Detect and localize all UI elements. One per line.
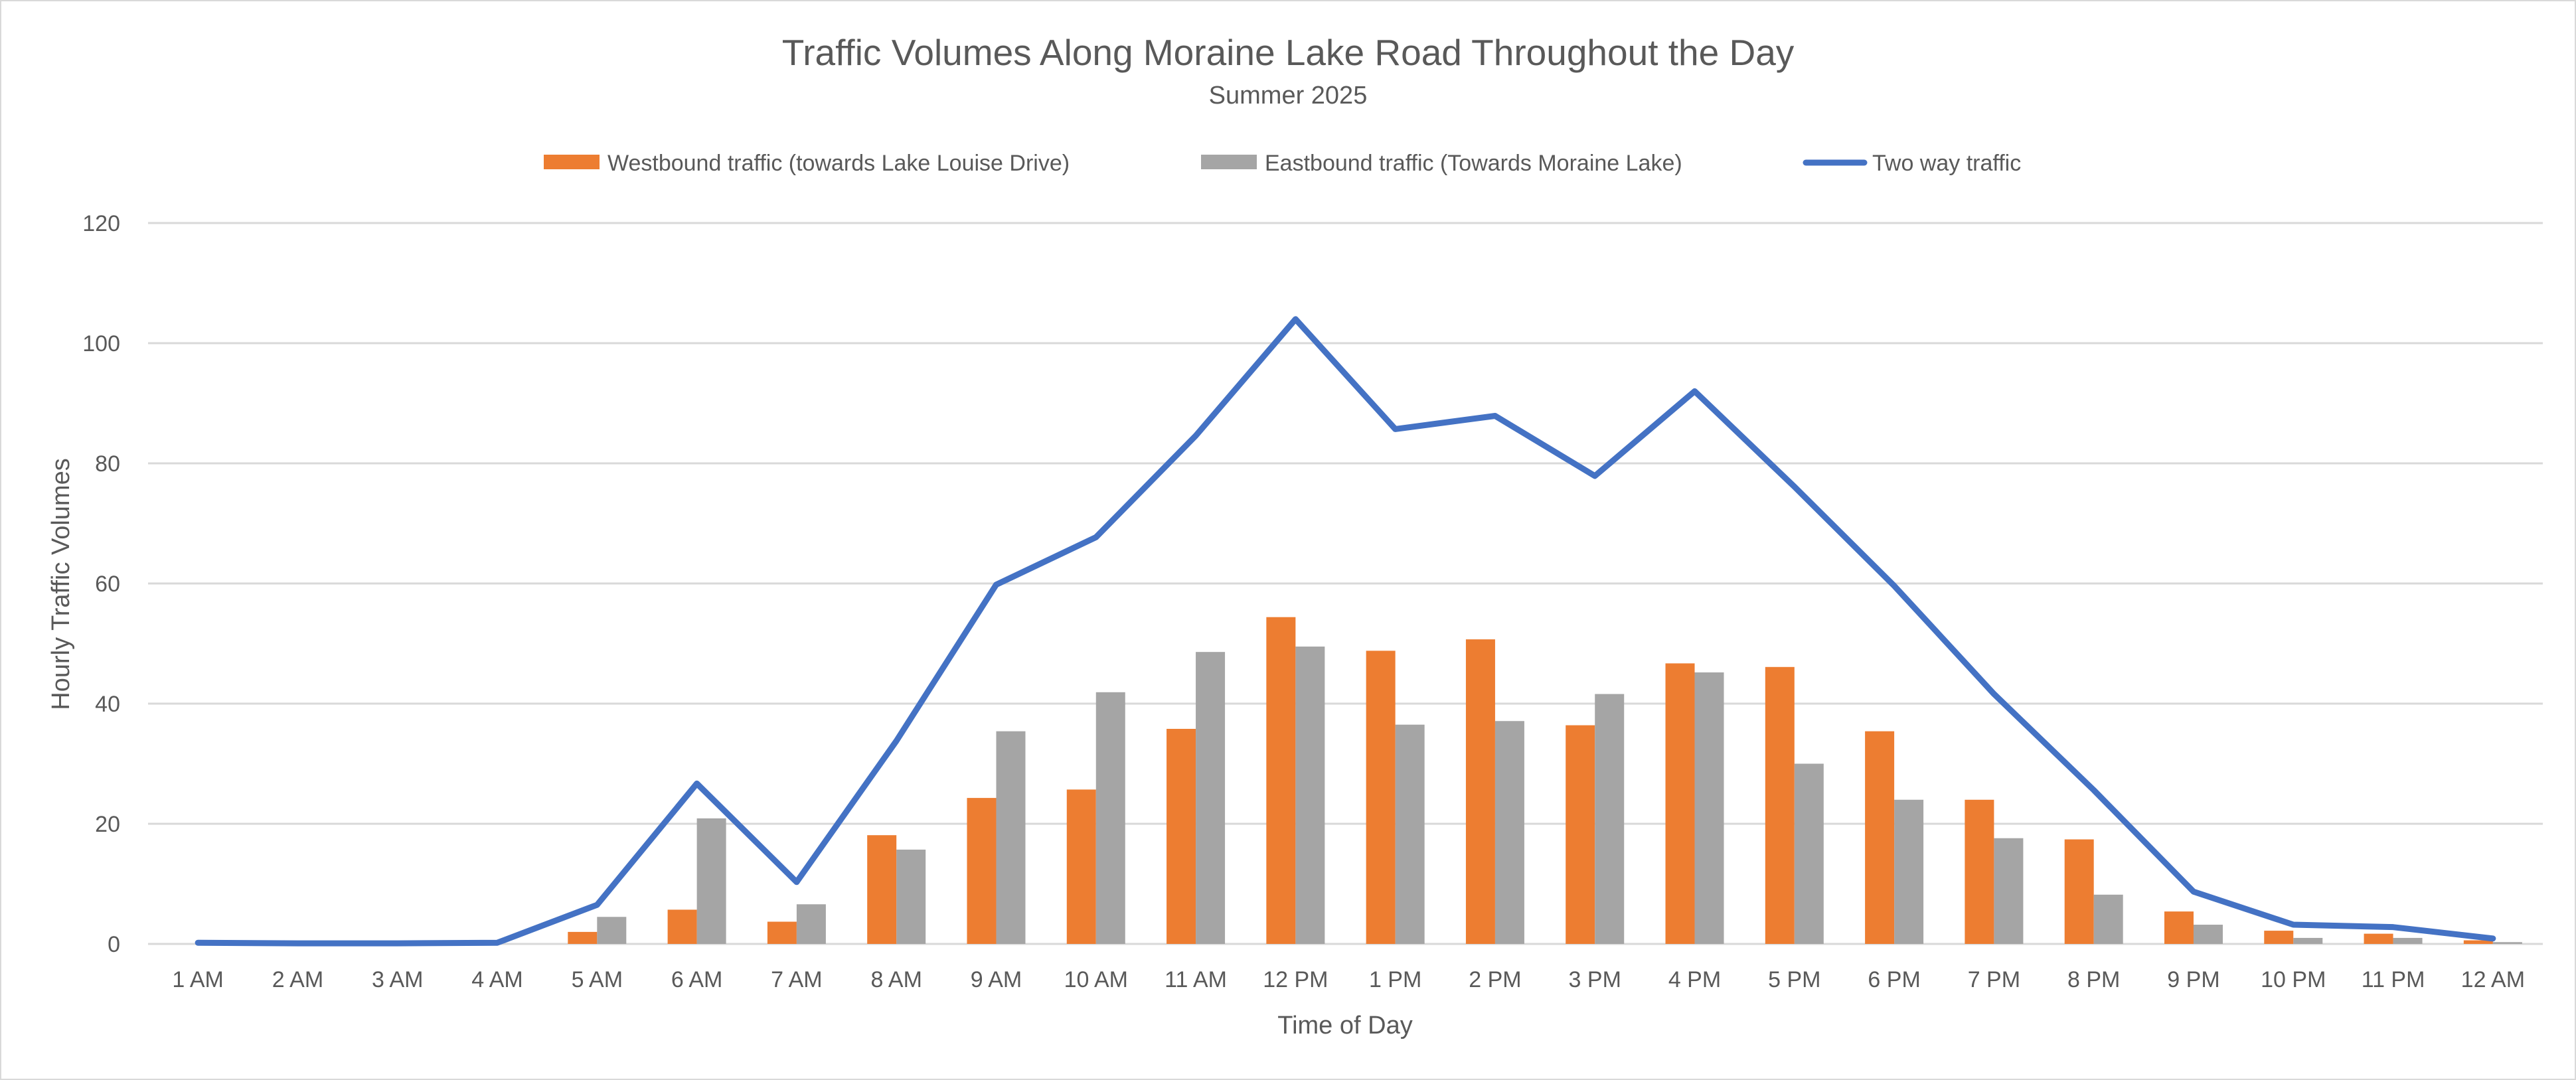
x-tick-label: 1 AM <box>172 967 223 992</box>
bar-westbound <box>1366 651 1396 944</box>
x-tick-label: 8 PM <box>2067 967 2120 992</box>
bar-eastbound <box>2293 937 2323 944</box>
bar-eastbound <box>2393 937 2423 944</box>
y-tick-label: 20 <box>95 812 120 837</box>
bar-eastbound <box>1494 721 1524 944</box>
x-tick-label: 7 AM <box>771 967 822 992</box>
bar-eastbound <box>2492 942 2522 944</box>
x-axis-title: Time of Day <box>1277 1012 1412 1040</box>
bar-eastbound <box>1894 799 1924 944</box>
bar-westbound <box>2364 933 2393 944</box>
bar-westbound <box>967 798 997 944</box>
x-tick-label: 2 AM <box>272 967 323 992</box>
bar-westbound <box>568 931 598 944</box>
two-way-line <box>195 316 2496 947</box>
y-tick-label: 120 <box>82 211 120 236</box>
bar-eastbound <box>796 904 826 944</box>
bar-eastbound <box>1095 692 1125 944</box>
bar-eastbound <box>1794 763 1824 944</box>
bar-westbound <box>2264 931 2294 944</box>
bar-westbound <box>1066 789 1096 944</box>
legend-label-eastbound: Eastbound traffic (Towards Moraine Lake) <box>1265 151 1682 176</box>
bar-westbound <box>1765 666 1795 944</box>
bar-eastbound <box>1994 838 2024 944</box>
x-tick-label: 1 PM <box>1369 967 1421 992</box>
bars <box>568 617 2522 944</box>
x-tick-label: 5 PM <box>1768 967 1820 992</box>
bar-eastbound <box>696 818 726 944</box>
x-tick-label: 11 AM <box>1165 967 1227 992</box>
x-tick-label: 3 PM <box>1569 967 1621 992</box>
chart-subtitle: Summer 2025 <box>1209 82 1368 110</box>
line-two-way-traffic <box>195 316 2496 947</box>
x-tick-label: 8 AM <box>870 967 922 992</box>
y-axis-title: Hourly Traffic Volumes <box>47 458 75 710</box>
bar-eastbound <box>1595 694 1625 944</box>
bar-eastbound <box>1196 652 1226 944</box>
y-tick-label: 100 <box>82 331 120 356</box>
chart-title: Traffic Volumes Along Moraine Lake Road … <box>782 32 1795 73</box>
bar-westbound <box>767 921 797 944</box>
x-tick-label: 6 PM <box>1868 967 1920 992</box>
legend-swatch-eastbound <box>1201 155 1257 169</box>
x-tick-label: 12 AM <box>2461 967 2525 992</box>
bar-eastbound <box>1694 672 1724 944</box>
x-tick-label: 7 PM <box>1968 967 2020 992</box>
bar-westbound <box>1865 731 1895 944</box>
x-tick-label: 3 AM <box>372 967 423 992</box>
y-tick-label: 80 <box>95 451 120 477</box>
legend-label-westbound: Westbound traffic (towards Lake Louise D… <box>607 151 1070 176</box>
y-tick-label: 60 <box>95 572 120 597</box>
x-tick-label: 2 PM <box>1469 967 1521 992</box>
gridlines <box>148 222 2543 945</box>
x-tick-label: 12 PM <box>1263 967 1328 992</box>
bar-westbound <box>2064 839 2094 944</box>
bar-eastbound <box>2193 925 2223 944</box>
x-tick-label: 11 PM <box>2362 967 2425 992</box>
x-tick-label: 9 AM <box>971 967 1022 992</box>
bar-westbound <box>1665 663 1695 944</box>
x-tick-label: 5 AM <box>572 967 623 992</box>
x-tick-label: 9 PM <box>2167 967 2219 992</box>
bar-westbound <box>1167 729 1196 944</box>
bar-westbound <box>2463 940 2493 944</box>
legend-label-two-way: Two way traffic <box>1872 151 2021 176</box>
x-tick-label: 10 PM <box>2261 967 2326 992</box>
y-tick-label: 40 <box>95 692 120 717</box>
bar-eastbound <box>597 917 627 944</box>
bar-eastbound <box>1295 647 1325 944</box>
x-tick-label: 4 PM <box>1668 967 1721 992</box>
x-tick-label: 4 AM <box>471 967 523 992</box>
bar-westbound <box>1965 799 1994 944</box>
x-tick-label: 6 AM <box>671 967 722 992</box>
bar-eastbound <box>1395 724 1425 944</box>
bar-eastbound <box>2093 894 2123 944</box>
legend-swatch-westbound <box>544 155 600 169</box>
bar-westbound <box>867 835 897 944</box>
x-tick-label: 10 AM <box>1064 967 1128 992</box>
bar-westbound <box>2164 911 2194 944</box>
legend: Westbound traffic (towards Lake Louise D… <box>544 151 2021 176</box>
bar-westbound <box>1566 725 1595 944</box>
bar-westbound <box>667 909 697 944</box>
bar-eastbound <box>996 731 1026 944</box>
x-axis-ticks: 1 AM 2 AM 3 AM 4 AM 5 AM 6 AM 7 AM 8 AM 9 AM 10 A… <box>172 967 2525 992</box>
bar-westbound <box>1465 639 1495 944</box>
y-axis-ticks: 0 20 40 60 80 100 120 <box>82 211 120 957</box>
y-tick-label: 0 <box>108 932 120 957</box>
bar-westbound <box>1266 617 1296 944</box>
bar-eastbound <box>896 849 926 944</box>
